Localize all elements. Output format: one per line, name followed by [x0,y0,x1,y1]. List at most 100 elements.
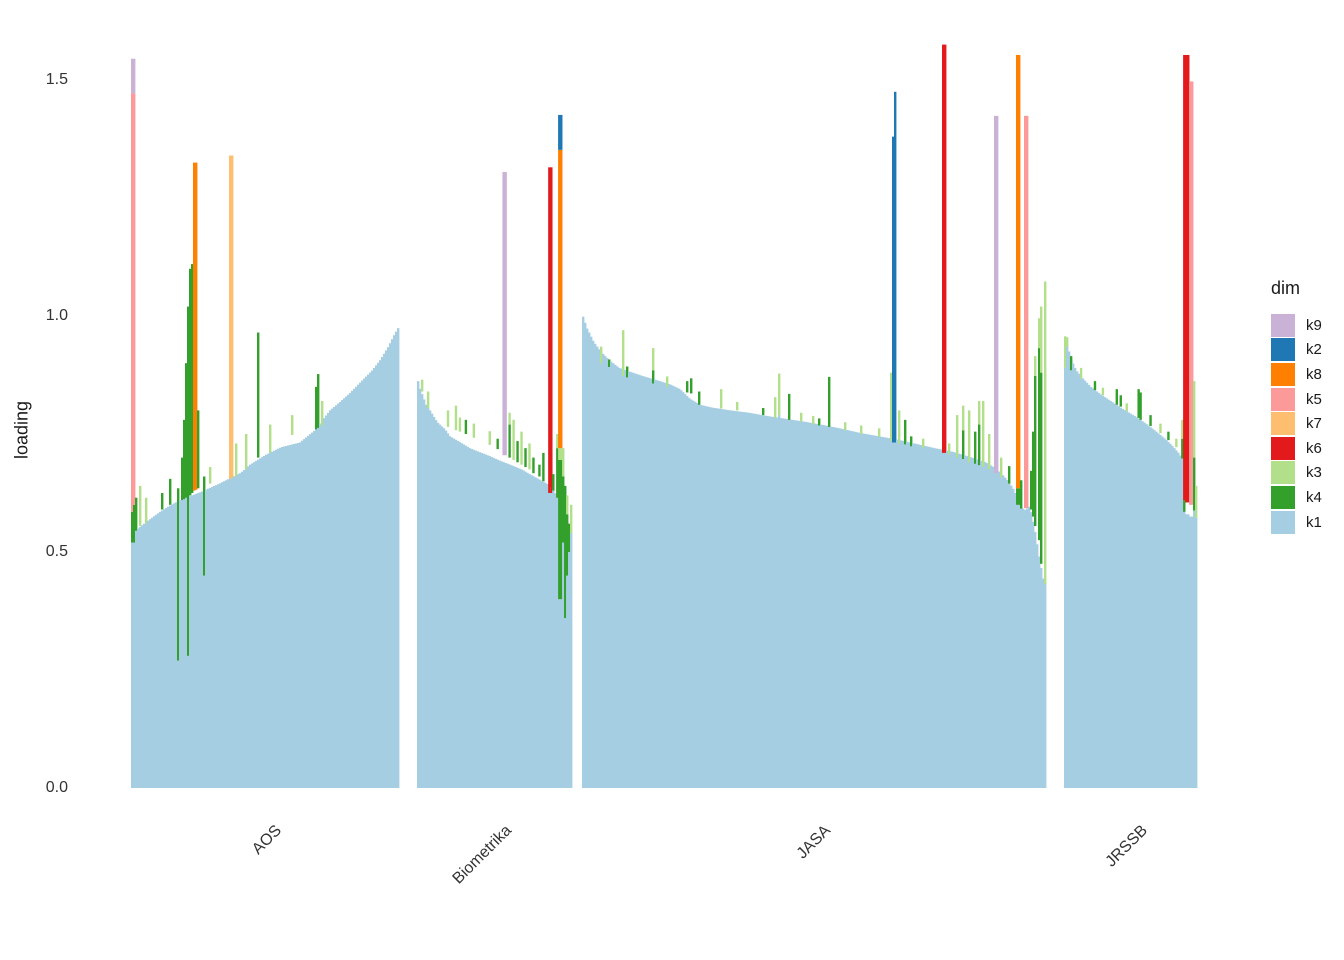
bar-segment [834,427,837,788]
bar-segment [369,372,372,788]
bar-segment [856,432,859,788]
y-tick-label-0.0: 0.0 [45,779,68,796]
bar-segment [1065,337,1069,347]
bar-segment [1171,445,1174,788]
bar-segment [169,505,172,788]
bar-segment [351,390,354,788]
bar-segment [604,355,607,788]
bar-segment [397,328,400,788]
bar-segment [624,370,627,788]
bar-segment [564,485,567,619]
bar-segment [876,436,879,788]
bar-segment [293,443,296,788]
bar-segment [187,655,190,788]
bar-segment [209,467,212,484]
bar-segment [145,522,148,788]
bar-segment [1115,405,1118,788]
bar-segment [866,434,869,788]
bar-segment [143,523,146,788]
bar-segment [464,445,468,788]
y-axis-title: loading [11,400,32,460]
bar-segment [950,451,953,788]
bar-segment [321,400,324,426]
bar-segment [319,423,322,788]
bar-segment [171,504,174,788]
bar-segment [1032,431,1035,517]
bar-segment [864,433,867,788]
bar-segment [1071,363,1075,788]
bar-segment [588,332,591,788]
bar-segment [618,367,621,788]
bar-segment [185,497,188,788]
bar-segment [257,459,260,788]
bar-segment [225,480,228,788]
bar-segment [1018,54,1021,489]
bar-segment [161,510,164,788]
bar-segment [297,442,300,788]
bar-segment [317,374,320,428]
bar-segment [221,482,224,788]
legend-entry-k5: k5 [1271,387,1322,412]
bar-segment [1157,433,1160,788]
bar-segment [444,430,448,788]
bar-segment [566,495,569,515]
bar-segment [982,400,985,468]
bar-segment [1191,81,1194,505]
legend-swatch-k2 [1271,338,1295,362]
bar-segment [1004,477,1007,788]
bar-segment [177,488,180,661]
bar-segment [476,451,480,788]
bar-segment [690,399,693,788]
bar-segment [1010,485,1013,788]
bar-segment [666,383,669,788]
bar-segment [1006,479,1009,788]
bar-segment [798,420,801,788]
bar-segment [656,380,659,788]
bar-segment [776,417,779,788]
bar-segment [1159,434,1162,788]
bar-segment [159,511,162,788]
bar-segment [317,426,320,788]
bar-segment [1139,392,1142,420]
bar-segment [456,440,460,788]
bar-segment [385,350,388,788]
bar-segment [858,432,861,788]
bar-segment [954,452,957,788]
bar-segment [472,423,476,438]
bar-segment [313,430,316,788]
bar-segment [1022,508,1025,788]
bar-segment [241,471,244,788]
bar-segment [760,414,763,788]
bar-segment [193,494,196,788]
bar-segment [616,366,619,788]
bar-segment [235,475,238,788]
bar-segment [746,412,749,788]
bar-segment [606,357,609,788]
bar-segment [756,414,759,788]
bar-segment [1044,281,1047,585]
bar-segment [1016,488,1019,505]
bar-segment [716,408,719,788]
bar-segment [762,415,765,788]
bar-segment [1026,115,1029,509]
bar-segment [906,441,909,788]
bar-segment [914,443,917,788]
bar-segment [1038,348,1041,541]
bar-segment [920,445,923,788]
bar-segment [135,497,138,531]
bar-segment [898,410,901,444]
bar-segment [686,396,689,788]
bar-segment [724,409,727,788]
bar-segment [307,435,310,788]
bar-segment [718,408,721,788]
y-tick-label-1.5: 1.5 [45,71,68,88]
bar-segment [612,363,615,788]
bar-segment [1139,419,1142,788]
bar-segment [1137,418,1140,788]
bar-segment [1177,452,1180,788]
bar-segment [131,93,134,512]
bar-segment [796,420,799,788]
bar-segment [844,429,847,788]
bar-segment [512,466,515,788]
bar-segment [894,91,897,443]
